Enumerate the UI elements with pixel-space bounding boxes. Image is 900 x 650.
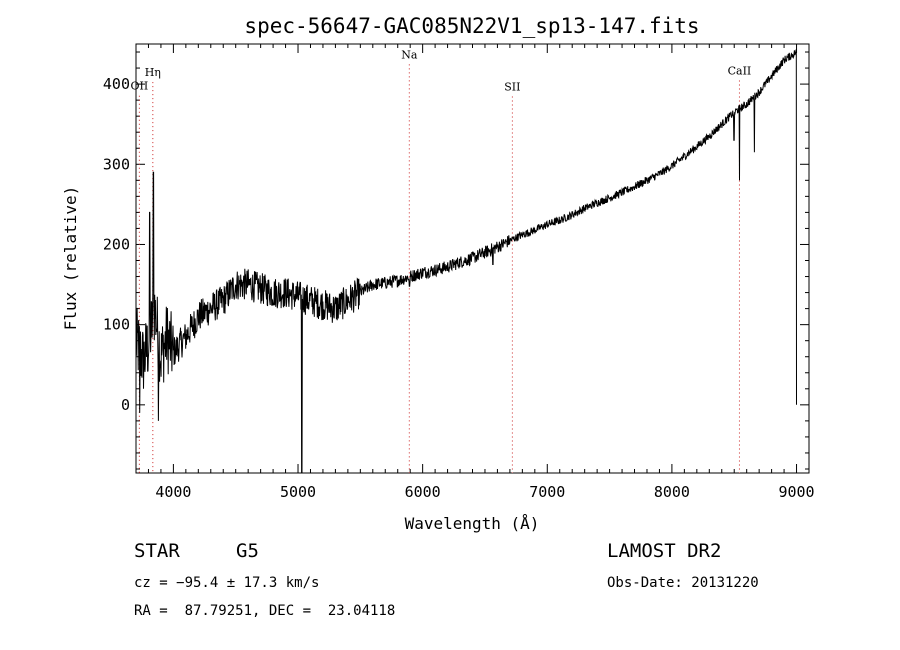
survey-name: LAMOST DR2 (607, 540, 722, 562)
line-marker-label: CaII (728, 64, 752, 77)
object-subclass: G5 (236, 540, 259, 562)
x-tick-label: 6000 (405, 483, 441, 501)
chart-title: spec-56647-GAC085N22V1_sp13-147.fits (244, 14, 699, 38)
y-tick-label: 200 (103, 235, 130, 253)
y-tick-label: 100 (103, 316, 130, 334)
axis-ticks: 4000 5000 6000 7000 8000 9000 0 100 200 300 400 (103, 44, 815, 501)
line-marker-label: OII (131, 80, 149, 93)
y-tick-label: 300 (103, 155, 130, 173)
plot-frame (135, 43, 810, 474)
redshift-velocity: cz = −95.4 ± 17.3 km/s (134, 575, 320, 591)
line-marker-label: Na (401, 48, 418, 61)
object-type: STAR (134, 540, 180, 562)
y-axis-label: Flux (relative) (61, 186, 80, 331)
line-marker-label: Hη (145, 66, 161, 79)
x-tick-label: 5000 (280, 483, 316, 501)
coordinates: RA = 87.79251, DEC = 23.04118 (134, 603, 396, 619)
x-tick-label: 4000 (155, 483, 191, 501)
x-axis-label: Wavelength (Å) (405, 514, 540, 533)
y-tick-label: 0 (121, 396, 130, 414)
spectrum-line (135, 49, 797, 474)
x-tick-label: 8000 (654, 483, 690, 501)
x-tick-label: 7000 (529, 483, 565, 501)
line-marker-label: SII (504, 81, 520, 94)
observation-date: Obs-Date: 20131220 (607, 575, 759, 591)
y-tick-label: 400 (103, 75, 130, 93)
x-tick-label: 9000 (778, 483, 814, 501)
